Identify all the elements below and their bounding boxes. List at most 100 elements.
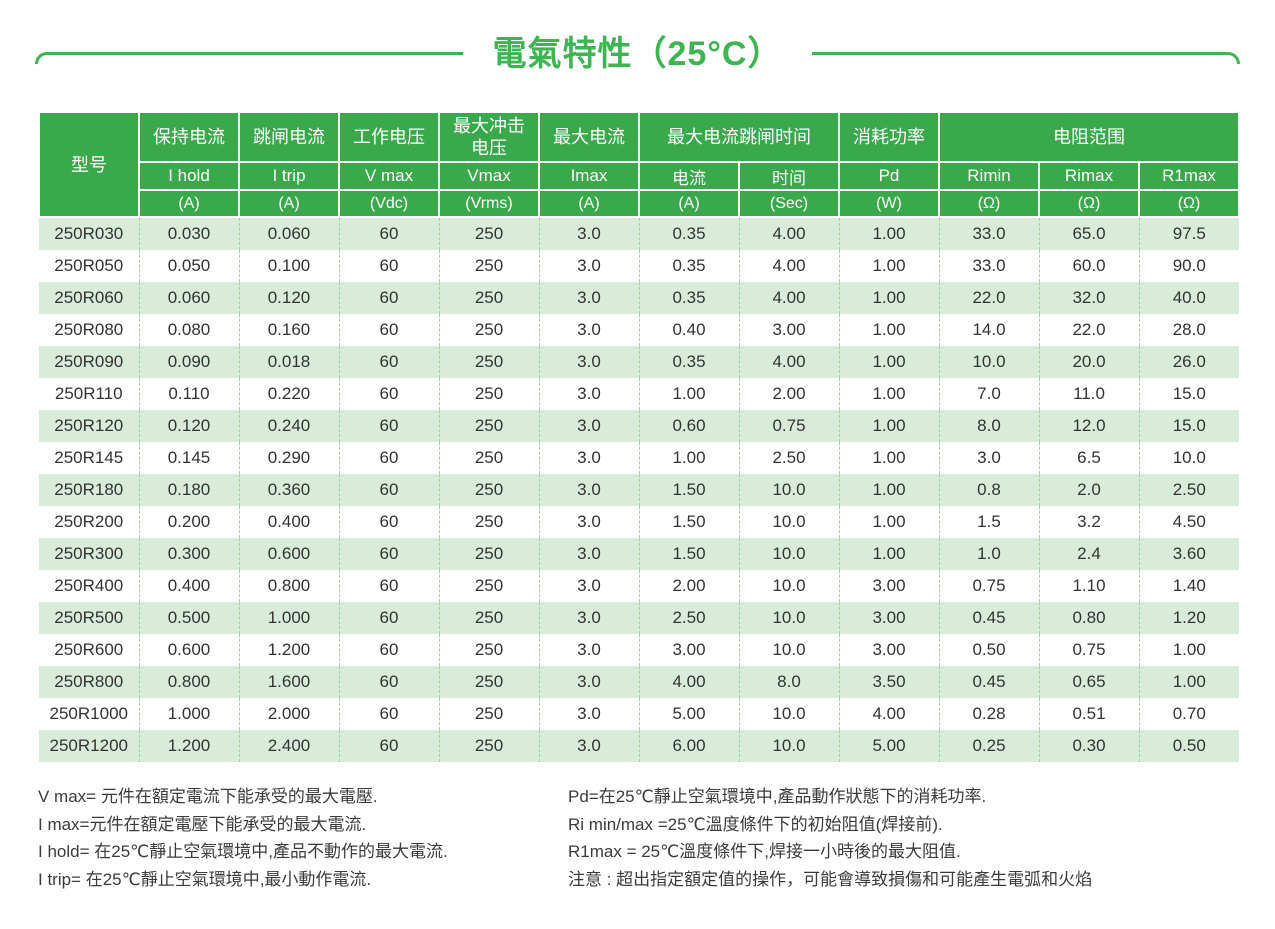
cell-value: 60 [338,217,439,250]
cell-value: 3.0 [538,602,639,634]
table-row: 250R060 0.060 0.120 60 250 3.0 0.35 4.00 1.00 22.… [39,282,1240,314]
cell-value: 0.400 [238,506,339,538]
cell-value: 22.0 [938,282,1039,314]
cell-value: 0.800 [238,570,339,602]
table-row: 250R200 0.200 0.400 60 250 3.0 1.50 10.0 1.00 1.5… [39,506,1240,538]
cell-value: 10.0 [738,506,839,538]
page-title: 電氣特性（25°C） [492,35,783,73]
cell-value: 2.00 [738,378,839,410]
cell-value: 0.160 [238,314,339,346]
cell-value: 2.400 [238,730,339,762]
header-row-units: (A) (A) (Vdc) (Vrms) (A) (A) (Sec) (W) (… [39,189,1241,218]
cell-value: 0.65 [1038,666,1139,698]
cell-value: 3.00 [838,602,939,634]
unit-rimin: (Ω) [938,189,1040,218]
symbol-trip-current: 电流 [638,161,740,191]
cell-value: 33.0 [938,217,1039,250]
cell-value: 250 [438,506,539,538]
cell-value: 250 [438,698,539,730]
cell-value: 0.080 [138,314,239,346]
table-row: 250R300 0.300 0.600 60 250 3.0 1.50 10.0 1.00 1.0… [39,538,1240,570]
note-r1max: R1max = 25℃溫度條件下,焊接一小時後的最大阻值. [568,842,961,861]
cell-value: 60 [338,442,439,474]
cell-value: 11.0 [1038,378,1139,410]
table-row: 250R030 0.030 0.060 60 250 3.0 0.35 4.00 1.00 33.… [39,217,1240,250]
cell-value: 60 [338,410,439,442]
symbol-trip-time: 时间 [738,161,840,191]
cell-value: 1.00 [838,250,939,282]
note-pd: Pd=在25℃靜止空氣環境中,產品動作狀態下的消耗功率. [568,787,987,806]
symbol-vmax-rms: Vmax [438,161,540,191]
cell-value: 0.8 [938,474,1039,506]
cell-value: 10.0 [738,698,839,730]
page-title-row: 電氣特性（25°C） [35,26,1240,75]
cell-value: 60 [338,570,439,602]
cell-value: 97.5 [1138,217,1240,250]
cell-value: 1.0 [938,538,1039,570]
cell-value: 3.0 [538,474,639,506]
cell-value: 10.0 [738,602,839,634]
table-row: 250R080 0.080 0.160 60 250 3.0 0.40 3.00 1.00 14.… [39,314,1240,346]
cell-value: 0.240 [238,410,339,442]
cell-value: 60 [338,378,439,410]
cell-value: 60.0 [1038,250,1139,282]
cell-value: 10.0 [738,474,839,506]
cell-value: 250 [438,442,539,474]
cell-value: 2.0 [1038,474,1139,506]
cell-value: 3.00 [638,634,739,666]
note-rimin-max: Ri min/max =25℃溫度條件下的初始阻值(焊接前). [568,814,943,834]
cell-value: 3.00 [838,570,939,602]
cell-value: 60 [338,538,439,570]
cell-value: 1.00 [838,410,939,442]
cell-value: 250 [438,250,539,282]
unit-pd: (W) [838,189,940,218]
cell-value: 1.50 [638,474,739,506]
table-row: 250R050 0.050 0.100 60 250 3.0 0.35 4.00 1.00 33.… [39,250,1240,282]
cell-value: 0.600 [138,634,239,666]
symbol-pd: Pd [838,161,940,191]
cell-value: 10.0 [938,346,1039,378]
cell-value: 1.00 [838,314,939,346]
cell-model: 250R120 [54,416,124,435]
cell-model: 250R080 [54,320,124,339]
col-header-trip-time-group: 最大电流跳闸时间 [638,111,840,163]
cell-value: 4.00 [838,698,939,730]
table-header: 型号 保持电流 跳闸电流 工作电压 最大冲击电压 最大电流 最大电流跳闸时间 消… [38,111,1241,218]
cell-value: 250 [438,570,539,602]
cell-value: 0.060 [138,282,239,314]
col-header-hold-current: 保持电流 [138,111,240,163]
table-row: 250R400 0.400 0.800 60 250 3.0 2.00 10.0 3.00 0.7… [39,570,1240,602]
cell-value: 1.600 [238,666,339,698]
symbol-imax: Imax [538,161,640,191]
cell-value: 0.145 [138,442,239,474]
cell-value: 0.600 [238,538,339,570]
cell-value: 60 [338,730,439,762]
cell-value: 250 [438,282,539,314]
cell-value: 26.0 [1138,346,1240,378]
cell-model: 250R400 [54,576,124,595]
cell-value: 0.80 [1038,602,1139,634]
unit-vmax-dc: (Vdc) [338,189,440,218]
cell-model: 250R600 [54,640,124,659]
cell-value: 1.40 [1138,570,1240,602]
cell-value: 1.20 [1138,602,1240,634]
cell-value: 4.50 [1138,506,1240,538]
cell-value: 1.00 [638,378,739,410]
cell-value: 0.25 [938,730,1039,762]
cell-value: 2.4 [1038,538,1139,570]
cell-value: 3.0 [538,346,639,378]
col-header-working-voltage: 工作电压 [338,111,440,163]
unit-vmax-rms: (Vrms) [438,189,540,218]
unit-ihold: (A) [138,189,240,218]
table-row: 250R800 0.800 1.600 60 250 3.0 4.00 8.0 3.50 0.45… [39,666,1240,698]
cell-value: 0.35 [638,217,739,250]
cell-value: 3.0 [538,282,639,314]
cell-value: 1.00 [838,474,939,506]
cell-value: 0.45 [938,666,1039,698]
cell-value: 10.0 [738,634,839,666]
cell-value: 60 [338,634,439,666]
col-header-power-dissipation: 消耗功率 [838,111,940,163]
cell-value: 3.0 [538,442,639,474]
table-row: 250R600 0.600 1.200 60 250 3.0 3.00 10.0 3.00 0.5… [39,634,1240,666]
cell-model: 250R1000 [49,704,128,723]
